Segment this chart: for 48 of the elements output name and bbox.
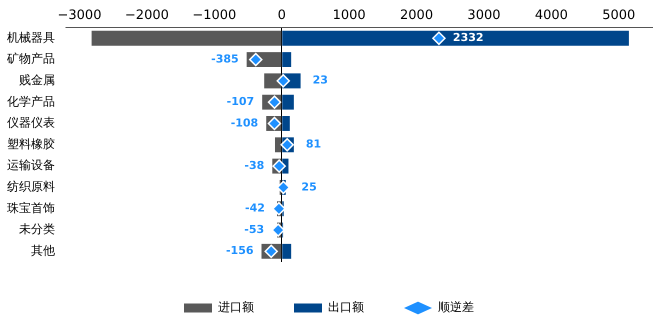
point <box>249 52 263 66</box>
bar <box>282 52 292 68</box>
y-tick-label: 化学产品 <box>7 94 55 108</box>
point <box>276 180 290 194</box>
legend-label: 进口额 <box>218 300 254 314</box>
bar <box>274 137 282 152</box>
x-tick-label: −1000 <box>192 8 236 24</box>
data-label: -107 <box>226 95 254 108</box>
point <box>432 32 446 46</box>
x-tick-label: −3000 <box>57 8 102 24</box>
data-label: -156 <box>226 244 254 258</box>
x-tick-label: 1000 <box>332 8 366 24</box>
data-label: 23 <box>312 74 328 87</box>
y-tick-label: 珠宝首饰 <box>7 200 55 215</box>
x-tick-label: 0 <box>278 8 286 24</box>
bar <box>282 30 629 46</box>
y-tick-label: 机械器具 <box>7 30 55 44</box>
point <box>272 202 286 216</box>
legend-label: 顺逆差 <box>438 300 474 314</box>
y-tick-label: 运输设备 <box>7 158 55 172</box>
data-label: 25 <box>301 180 317 194</box>
x-tick-label: −2000 <box>124 8 169 24</box>
x-tick-label: 5000 <box>602 8 636 24</box>
data-label: 81 <box>306 138 322 151</box>
y-tick-label: 矿物产品 <box>6 52 55 66</box>
bar <box>282 94 294 110</box>
point <box>276 74 290 88</box>
point <box>272 159 286 173</box>
data-label: -385 <box>211 52 239 66</box>
data-label: -53 <box>244 222 264 236</box>
bar <box>92 30 282 46</box>
legend-label: 出口额 <box>328 300 364 314</box>
data-label: -38 <box>244 158 264 172</box>
y-tick-label: 仪器仪表 <box>7 116 55 130</box>
y-tick-label: 未分类 <box>19 222 55 236</box>
point <box>271 223 285 237</box>
x-tick-label: 2000 <box>400 8 434 24</box>
y-tick-label: 纺织原料 <box>7 180 55 194</box>
bar <box>282 244 292 259</box>
y-tick-label: 贱金属 <box>19 73 55 87</box>
x-tick-label: 3000 <box>467 8 501 24</box>
data-label: -108 <box>230 116 258 130</box>
y-tick-label: 其他 <box>31 243 55 258</box>
x-tick-label: 4000 <box>534 8 568 24</box>
data-label: 2332 <box>452 31 484 44</box>
bar <box>282 116 290 131</box>
y-tick-label: 塑料橡胶 <box>7 136 55 151</box>
data-label: -42 <box>245 202 265 215</box>
